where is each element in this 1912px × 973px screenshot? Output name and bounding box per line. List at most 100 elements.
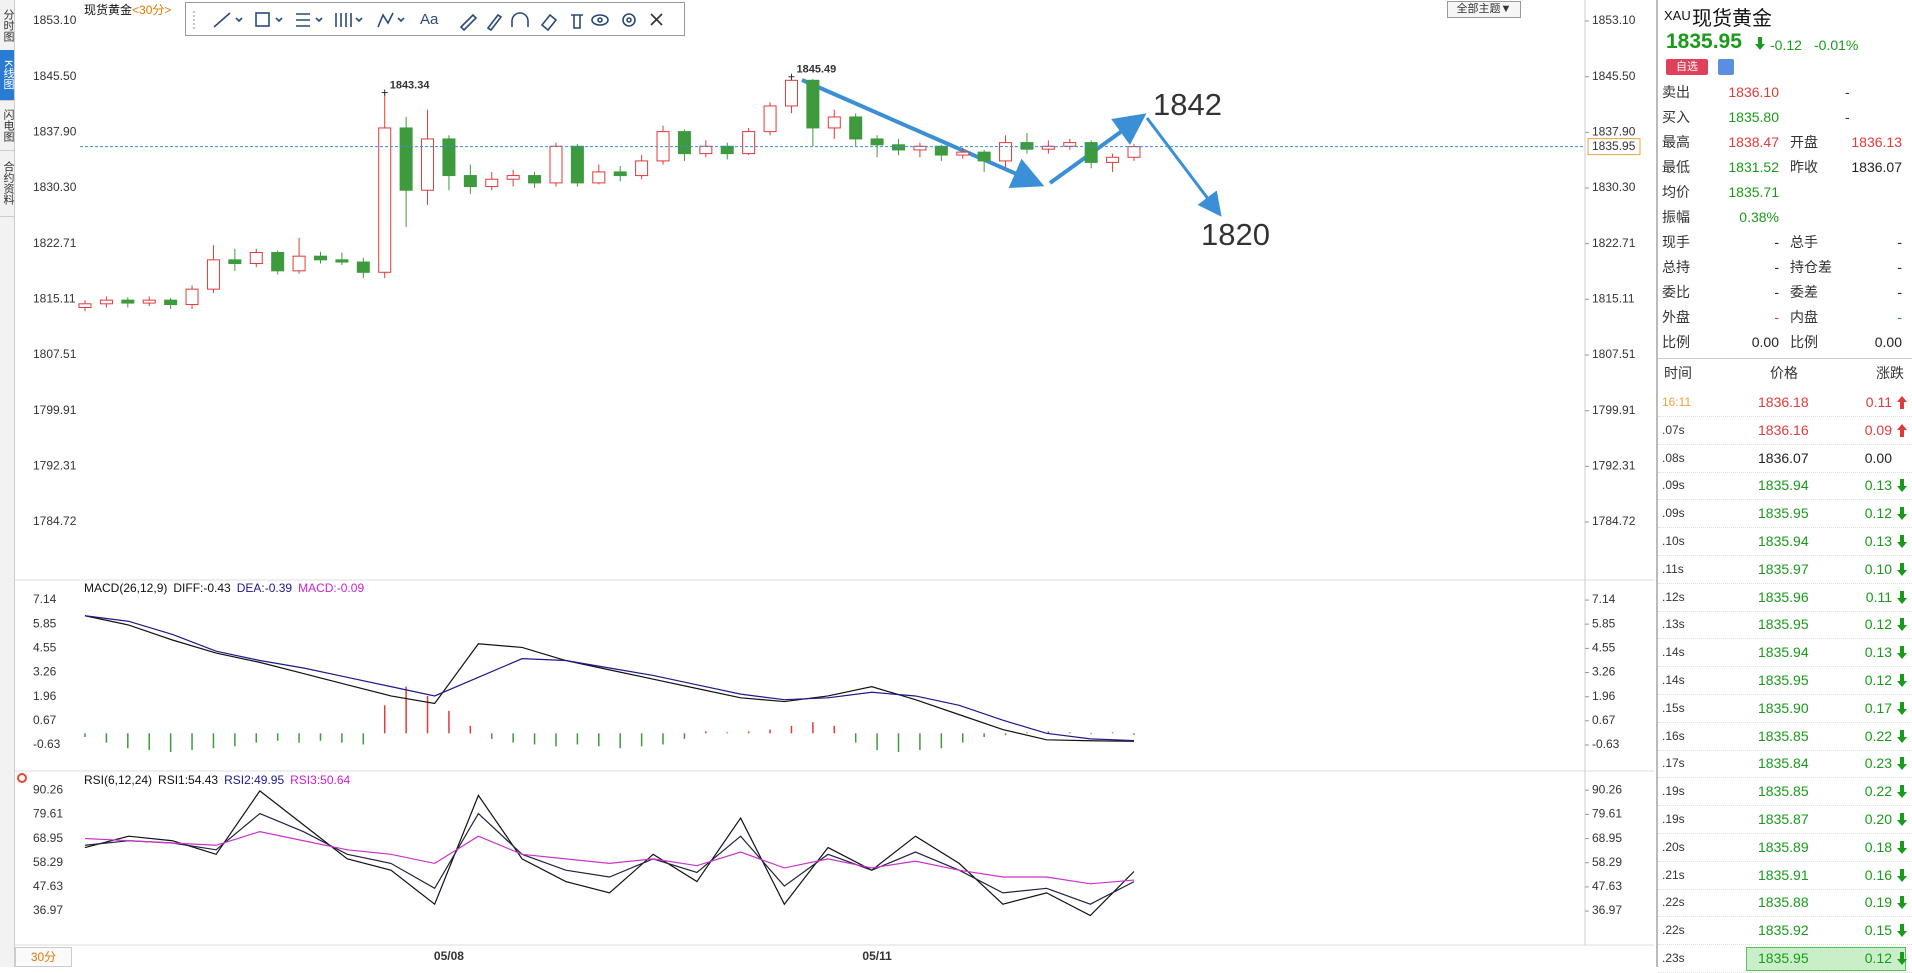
candle-body [742, 131, 756, 155]
period-button[interactable]: 30分 [15, 947, 72, 967]
legend-entry: RSI2:49.95 [224, 773, 284, 787]
tick-time: .13s [1662, 617, 1685, 632]
quote-row: 委比 - 委差 - [1658, 280, 1912, 304]
drawing-toolbar: Aa [185, 2, 685, 36]
trend-arrow [1897, 396, 1907, 409]
arrow-shape [1897, 562, 1907, 576]
tick-change: 0.15 [1864, 922, 1892, 939]
candle-body [892, 144, 906, 151]
candle-body [121, 299, 135, 304]
tick-time: .11s [1662, 561, 1684, 576]
field-value: 1836.10 [1728, 84, 1779, 100]
side-tab[interactable]: 闪电图 [0, 100, 14, 151]
trend-arrow [1897, 590, 1907, 604]
field-value: - [1774, 284, 1779, 300]
tick-change: 0.16 [1864, 866, 1892, 883]
y-tick-label: 58.29 [1592, 855, 1622, 869]
column-header: 价格 [1770, 365, 1798, 381]
field-value: 1831.52 [1728, 159, 1779, 175]
tick-price: 1835.92 [1758, 922, 1809, 939]
tick-price: 1836.18 [1758, 394, 1809, 410]
side-tab[interactable]: 合约资料 [0, 150, 14, 217]
y-tick-label: 1822.71 [1592, 236, 1636, 250]
current-price-box [1587, 138, 1641, 156]
tick-change: 0.09 [1864, 421, 1892, 438]
field-value: 0.00 [1874, 334, 1902, 350]
price-change-pct: -0.01% [1814, 37, 1859, 53]
tick-time: .21s [1662, 867, 1685, 882]
tick-change: 0.12 [1864, 950, 1892, 966]
field-label: 最高 [1662, 134, 1690, 150]
field-label: 振幅 [1662, 209, 1690, 225]
legend-entry: RSI1:54.43 [158, 773, 218, 787]
y-tick-label: 1837.90 [1592, 125, 1636, 139]
y-tick-label: 1807.51 [1592, 347, 1636, 361]
watch-button[interactable]: 自选 [1666, 59, 1708, 75]
indicator-icon[interactable] [17, 773, 27, 783]
tick-change: 0.20 [1864, 811, 1892, 827]
candle-body [1127, 146, 1141, 158]
indicator-line [84, 615, 1135, 742]
field-value: 0.00 [1751, 334, 1779, 350]
y-tick-label: 1845.50 [33, 69, 77, 83]
field-label: 卖出 [1662, 84, 1690, 100]
arrow-shape [1897, 423, 1907, 437]
tick-price: 1835.97 [1758, 560, 1809, 577]
tick-change: 0.19 [1864, 894, 1892, 911]
tick-price: 1835.87 [1758, 811, 1809, 827]
trend-arrow [1897, 757, 1907, 771]
arrow-shape [1897, 674, 1907, 687]
tick-price: 1835.95 [1758, 950, 1809, 966]
y-tick-label: 1853.10 [33, 13, 77, 27]
candle-body [228, 259, 242, 265]
indicator-line [84, 831, 1135, 885]
trend-arrow [1897, 924, 1907, 938]
y-tick-label: 5.85 [1592, 616, 1616, 630]
arrow-shape [1755, 37, 1765, 50]
tick-price: 1835.95 [1758, 505, 1809, 522]
y-tick-label: 7.14 [1592, 592, 1616, 606]
candle-body [335, 259, 349, 263]
y-tick-label: -0.63 [1592, 737, 1620, 751]
tick-time: .08s [1662, 450, 1685, 465]
y-tick-label: 1830.30 [33, 180, 77, 194]
field-extra: - [1845, 84, 1850, 100]
trend-arrow [1897, 423, 1907, 437]
candle-body [570, 145, 584, 184]
indicator-line [84, 812, 1135, 905]
tick-time: .09s [1662, 478, 1685, 493]
quote-row: 外盘 - 内盘 - [1658, 305, 1912, 329]
y-tick-label: 1815.11 [1592, 292, 1635, 306]
candle-body [1020, 142, 1034, 150]
y-tick-label: 3.26 [1592, 665, 1616, 679]
y-tick-label: 1792.31 [1592, 459, 1636, 473]
y-tick-label: 1.96 [1592, 689, 1616, 703]
current-price-label: 1835.95 [1592, 139, 1636, 153]
tick-row: .21s 1835.91 0.16 [1658, 862, 1912, 890]
arrow-shape [1897, 646, 1907, 660]
field-label: 比例 [1790, 334, 1818, 350]
tick-time: .09s [1662, 506, 1685, 521]
tick-price: 1835.85 [1758, 727, 1809, 744]
x-tick-label: 05/11 [862, 949, 892, 963]
symbol-name: 现货黄金 [84, 2, 132, 17]
tick-price: 1835.95 [1758, 672, 1809, 688]
tick-time: .22s [1662, 923, 1685, 938]
alert-button[interactable] [1718, 59, 1734, 75]
y-tick-label: 1830.30 [1592, 180, 1636, 194]
arrow-shape [1897, 813, 1907, 826]
quote-row: 最低 1831.52 昨收 1836.07 [1658, 155, 1912, 179]
chart-title: 现货黄金<30分> [84, 2, 171, 17]
candle-body [592, 171, 606, 184]
tick-row: .16s 1835.85 0.22 [1658, 723, 1912, 751]
trend-arrow [1897, 674, 1907, 687]
candle-body [206, 259, 220, 290]
tick-row: .19s 1835.85 0.22 [1658, 778, 1912, 807]
tick-row: .22s 1835.88 0.19 [1658, 889, 1912, 918]
theme-button[interactable]: 全部主题▼ [1447, 1, 1521, 18]
candle-body [442, 138, 456, 177]
toolbar-icons [193, 11, 663, 32]
arrow-shape [1897, 840, 1907, 854]
side-tab[interactable]: K线图 [0, 50, 14, 101]
font-tool[interactable]: Aa [420, 11, 439, 28]
